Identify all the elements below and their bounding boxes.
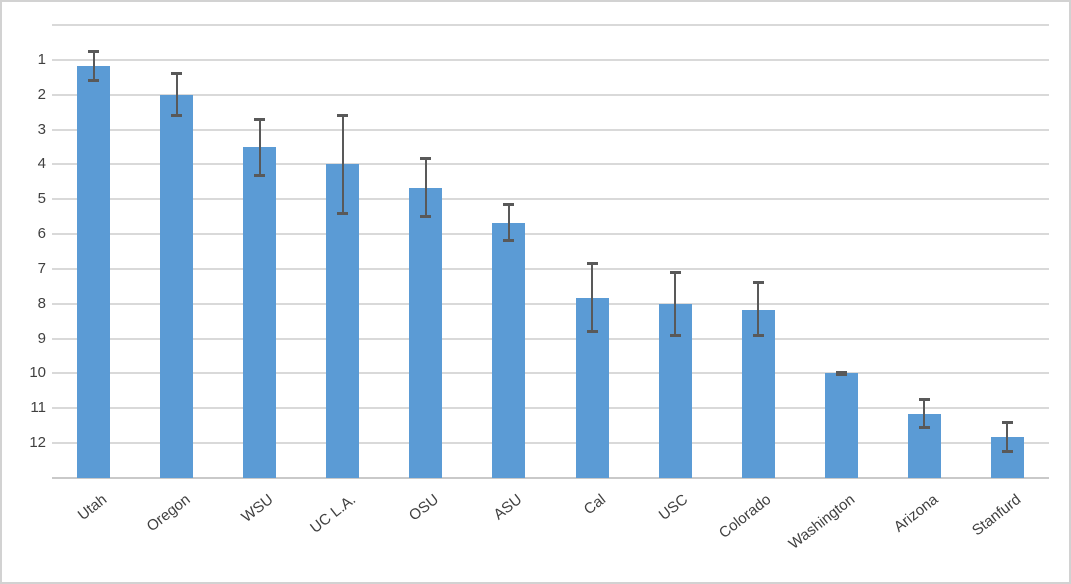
error-bar bbox=[1006, 422, 1009, 452]
gridline bbox=[52, 337, 1049, 340]
bar-oregon bbox=[160, 94, 194, 478]
error-bar-cap bbox=[171, 71, 183, 75]
gridline bbox=[52, 442, 1049, 445]
error-bar-cap bbox=[918, 397, 930, 401]
bar-uc-l-a- bbox=[326, 164, 360, 478]
gridline bbox=[52, 302, 1049, 305]
y-tick-label: 9 bbox=[37, 329, 46, 347]
gridline bbox=[52, 24, 1049, 26]
gridline bbox=[52, 198, 1049, 201]
x-tick-label-text: Arizona bbox=[890, 491, 941, 536]
y-tick-label: 3 bbox=[37, 120, 46, 138]
plot-area bbox=[52, 24, 1049, 479]
gridline bbox=[52, 267, 1049, 270]
bar-utah bbox=[77, 65, 111, 478]
error-bar-cap bbox=[88, 79, 100, 83]
y-tick-label: 6 bbox=[37, 225, 46, 243]
y-tick-label: 5 bbox=[37, 190, 46, 208]
y-tick-label: 2 bbox=[37, 85, 46, 103]
error-bar-cap bbox=[254, 117, 266, 121]
error-bar-cap bbox=[669, 333, 681, 337]
gridline bbox=[52, 58, 1049, 61]
y-tick-label: 7 bbox=[37, 259, 46, 277]
error-bar-cap bbox=[254, 174, 266, 178]
error-bar bbox=[175, 73, 178, 116]
bar-asu bbox=[492, 222, 526, 478]
gridline bbox=[52, 128, 1049, 131]
x-tick-label-text: USC bbox=[656, 491, 692, 524]
error-bar bbox=[923, 399, 926, 428]
x-tick-label-text: UC L.A. bbox=[307, 491, 360, 537]
error-bar-cap bbox=[337, 114, 349, 118]
x-axis-line bbox=[52, 477, 1049, 479]
error-bar-cap bbox=[420, 215, 432, 219]
error-bar-cap bbox=[835, 373, 847, 376]
error-bar bbox=[424, 158, 427, 217]
error-bar-cap bbox=[1001, 420, 1013, 424]
error-bar bbox=[757, 282, 760, 336]
bar-osu bbox=[409, 187, 443, 478]
x-tick-label-text: WSU bbox=[238, 491, 277, 526]
gridline bbox=[52, 163, 1049, 166]
bar-wsu bbox=[243, 146, 277, 478]
y-tick-label: 10 bbox=[29, 364, 46, 382]
bar-colorado bbox=[741, 309, 775, 478]
error-bar bbox=[341, 115, 344, 214]
x-tick-label-text: Colorado bbox=[716, 491, 775, 542]
error-bar-cap bbox=[918, 426, 930, 430]
y-tick-label: 12 bbox=[29, 434, 46, 452]
error-bar-cap bbox=[420, 157, 432, 161]
y-tick-label: 1 bbox=[37, 50, 46, 68]
error-bar-cap bbox=[669, 270, 681, 274]
gridline bbox=[52, 407, 1049, 410]
error-bar-cap bbox=[337, 211, 349, 215]
x-tick-label-text: Cal bbox=[580, 491, 609, 519]
y-tick-label: 11 bbox=[30, 399, 46, 417]
y-tick-label: 4 bbox=[37, 155, 46, 173]
error-bar-cap bbox=[503, 238, 515, 242]
error-bar bbox=[674, 272, 677, 336]
x-tick-label-text: OSU bbox=[406, 491, 443, 525]
x-tick-label-text: ASU bbox=[490, 491, 526, 524]
error-bar bbox=[258, 119, 261, 176]
bar-washington bbox=[824, 373, 858, 478]
error-bar-cap bbox=[752, 281, 764, 285]
error-bar bbox=[92, 51, 95, 81]
gridline bbox=[52, 93, 1049, 96]
error-bar bbox=[507, 204, 510, 240]
error-bar-cap bbox=[752, 333, 764, 337]
error-bar-cap bbox=[88, 49, 100, 53]
gridline bbox=[52, 233, 1049, 236]
x-tick-label-text: Oregon bbox=[143, 491, 194, 536]
y-tick-label: 8 bbox=[37, 294, 46, 312]
error-bar-cap bbox=[171, 114, 183, 118]
error-bar-cap bbox=[586, 330, 598, 334]
error-bar-cap bbox=[835, 370, 847, 374]
x-tick-label-text: Washington bbox=[785, 491, 858, 553]
error-bar-cap bbox=[586, 262, 598, 266]
x-tick-label-text: Stanfurd bbox=[968, 491, 1024, 540]
error-bar-cap bbox=[503, 203, 515, 207]
x-tick-label-text: Utah bbox=[74, 491, 110, 524]
error-bar bbox=[591, 263, 594, 332]
error-bar-cap bbox=[1001, 449, 1013, 453]
gridline bbox=[52, 372, 1049, 375]
